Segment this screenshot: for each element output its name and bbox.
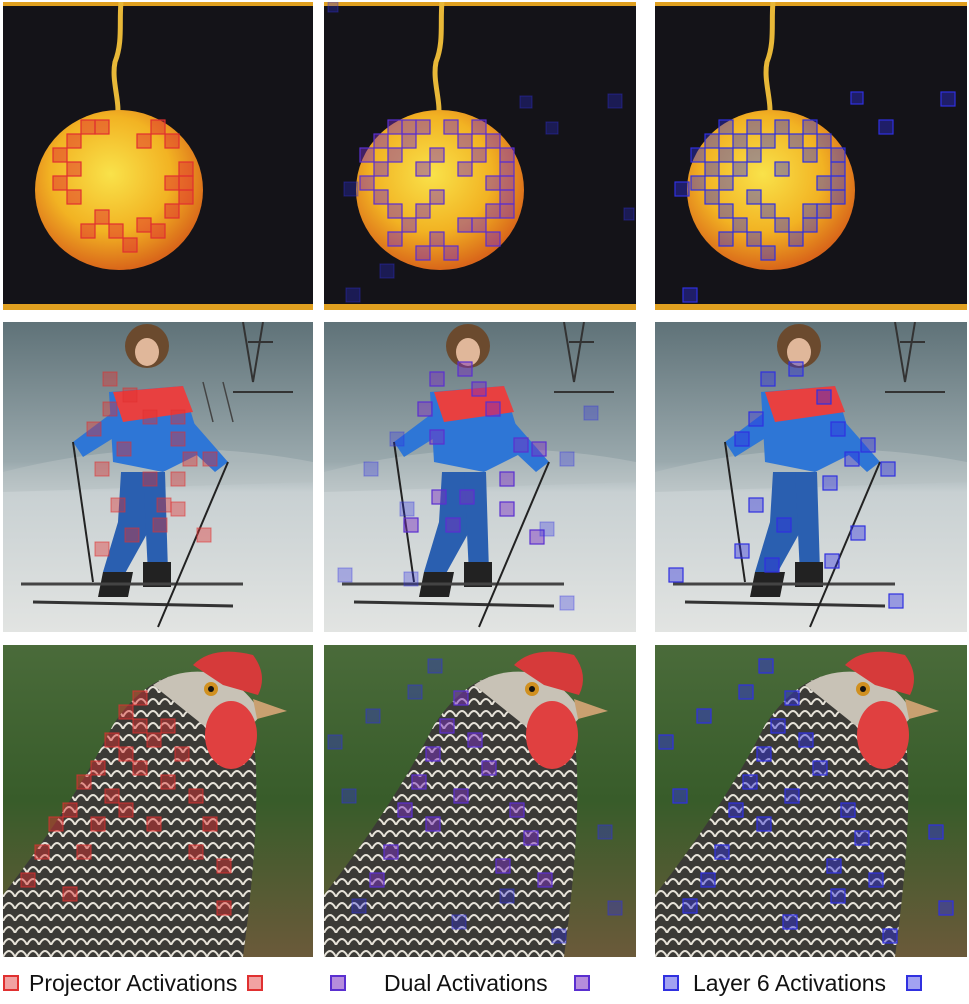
skier-projector-image	[3, 322, 313, 632]
projector-swatch-right	[247, 975, 264, 991]
skier-dual-panel	[324, 322, 636, 632]
legend-item-layer6: Layer 6 Activations	[663, 966, 923, 1000]
chicken-layer6-panel	[655, 645, 967, 957]
chicken-projector-image	[3, 645, 313, 957]
legend-item-dual: Dual Activations	[330, 966, 590, 1000]
skier-projector-panel	[3, 322, 313, 632]
pear-dual-panel	[324, 2, 636, 310]
skier-layer6-image	[655, 322, 967, 632]
skier-layer6-panel	[655, 322, 967, 632]
pear-layer6-panel	[655, 2, 967, 310]
dual-swatch-right	[573, 975, 590, 991]
projector-label: Projector Activations	[29, 969, 238, 996]
pear-projector-image	[3, 2, 313, 310]
legend: Projector Activations Dual Activations L…	[0, 966, 969, 1000]
layer6-swatch-right	[906, 975, 923, 991]
pear-dual-image	[324, 2, 636, 310]
chicken-layer6-image	[655, 645, 967, 957]
layer6-swatch-left	[663, 975, 679, 991]
pear-layer6-image	[655, 2, 967, 310]
projector-swatch-left	[3, 975, 19, 991]
chicken-dual-panel	[324, 645, 636, 957]
pear-projector-panel	[3, 2, 313, 310]
skier-dual-image	[324, 322, 636, 632]
layer6-label: Layer 6 Activations	[693, 969, 887, 996]
dual-swatch-left	[330, 975, 346, 991]
legend-item-projector: Projector Activations	[3, 966, 264, 1000]
dual-label: Dual Activations	[384, 969, 548, 996]
chicken-projector-panel	[3, 645, 313, 957]
chicken-dual-image	[324, 645, 636, 957]
